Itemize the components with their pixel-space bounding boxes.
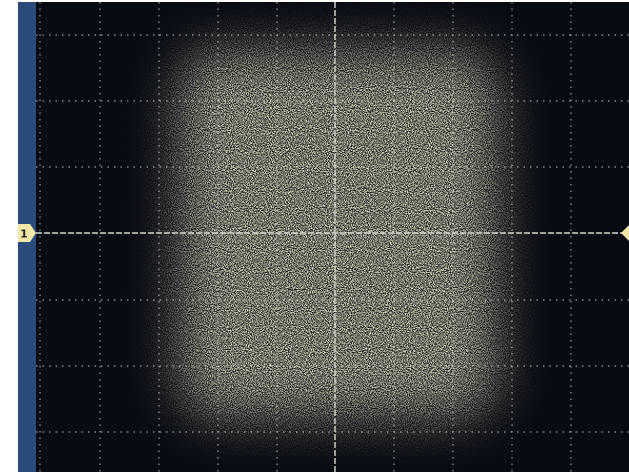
signal-noise [36,2,629,472]
page: 1 (() => { const data = JSON.parse(docum… [0,0,629,475]
oscilloscope-screen: 1 [0,0,629,475]
noise-field [36,2,629,472]
channel-label: 1 [20,228,28,241]
